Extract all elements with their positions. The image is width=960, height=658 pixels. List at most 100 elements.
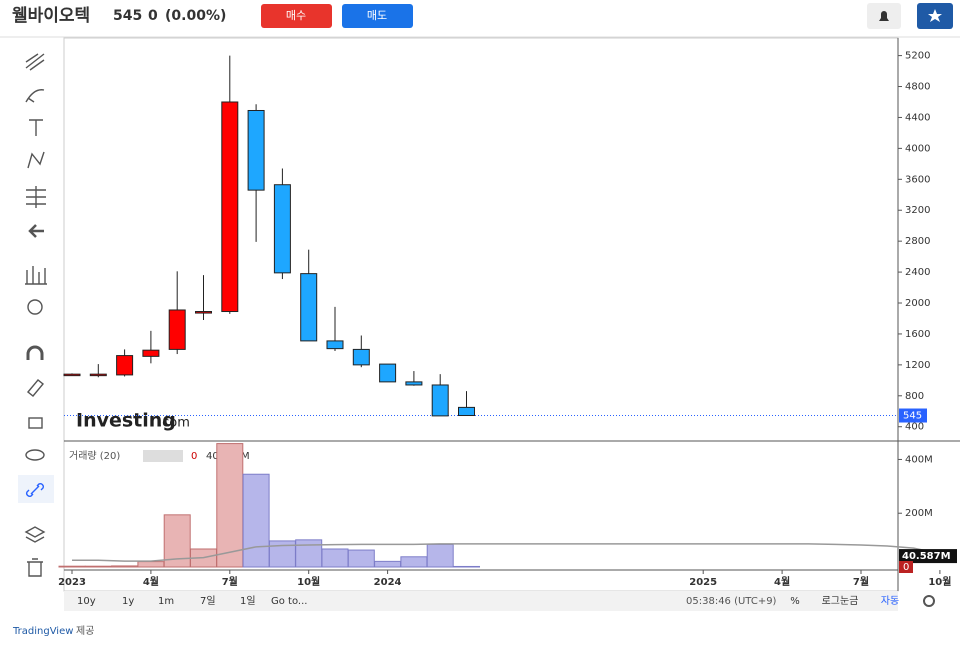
price: 545 [113,8,142,24]
drawing-tools [18,53,54,577]
tool-lines[interactable] [25,53,45,71]
sell-button[interactable] [342,4,413,28]
range-button[interactable]: 1y [122,596,134,607]
volume-bar [58,565,86,568]
volume-bar [242,473,270,568]
legend-icons [143,450,183,462]
tool-link[interactable] [26,483,44,497]
candle-body [168,309,186,350]
y-tick-label: 2400 [905,267,930,278]
tool-layers[interactable] [24,526,46,543]
footer-suffix: 제공 [76,625,94,637]
settings[interactable] [923,595,935,607]
volume-zero-box [899,561,913,573]
volume-bar [295,539,323,568]
clock: 05:38:46 (UTC+9) [686,596,777,607]
tool-eye[interactable] [25,449,45,461]
candle-body [89,373,107,377]
candle-body [352,348,370,366]
change: 0 [148,8,158,24]
tool-back[interactable] [28,224,44,238]
volume-bar [111,565,139,568]
y-tick-label: 3600 [905,174,930,185]
range-button[interactable]: 7일 [200,595,216,607]
pct-toggle[interactable]: % [790,596,800,607]
volume-ma [72,543,941,562]
bottom-bar [64,591,898,611]
sell-label: 매도 [367,9,387,22]
range-button[interactable]: Go to... [271,596,307,607]
tool-magnet[interactable] [26,345,44,360]
volume-bar [321,548,349,568]
volume-last-label: 40.587M [902,551,951,562]
buy-button[interactable] [261,4,332,28]
tool-trash[interactable] [27,558,43,577]
x-tick-label: 2024 [374,577,402,588]
tool-lock-draw[interactable] [27,379,44,397]
candle-body [379,363,397,383]
candle-body [273,184,291,274]
chart-frame [63,37,899,592]
volume-bar [84,565,112,568]
bell-icon [879,11,889,21]
y-tick-label: 2800 [905,236,930,247]
x-tick-label: 10월 [297,576,320,588]
volume-bar [216,443,244,568]
x-tick-label: 4월 [143,576,159,588]
tool-lock[interactable] [28,417,43,429]
tool-fib[interactable] [26,186,46,208]
candle-body [195,311,212,314]
tool-brush[interactable] [25,89,45,103]
x-tick-label: 10월 [928,576,951,588]
x-tick-label: 2025 [689,577,717,588]
volume-last-box [899,549,957,564]
candle-body [63,373,81,377]
volume-zero-label: 0 [903,562,909,573]
tool-zoom[interactable] [27,299,43,315]
candle-body [326,340,344,350]
watermark: Investing [76,410,176,432]
tool-pattern[interactable] [27,151,45,169]
candle-body [247,109,265,191]
y-tick-label: 4400 [905,112,930,123]
range-button[interactable]: 1m [158,596,174,607]
range-button[interactable]: 10y [77,596,96,607]
tool-indicators[interactable] [25,266,47,285]
change-pct: (0.00%) [165,8,226,24]
candle-body [116,355,134,376]
volume-legend: 거래량 (20) [69,450,120,462]
x-tick-label: 2023 [58,577,86,588]
footer-brand: TradingView [12,626,73,637]
y-tick-label: 3200 [905,205,930,216]
last-price-box [899,408,927,423]
log-toggle[interactable]: 로그눈금 [822,595,859,607]
tool-text[interactable] [29,119,43,136]
volume-bar [426,543,454,568]
volume-legend-zero: 0 [191,451,197,462]
x-tick-label: 7월 [222,576,238,588]
x-tick-label: 7월 [853,576,869,588]
y-tick-label: 1200 [905,360,930,371]
y-tick-label: 5200 [905,51,930,62]
volume-bar [347,549,375,568]
last-price-label: 545 [903,411,922,422]
y-tick-label: 4800 [905,82,930,93]
auto-toggle[interactable]: 자동 [881,595,899,607]
range-button[interactable]: 1일 [240,595,256,607]
candle-body [431,384,449,417]
y-tick-label: 1600 [905,329,930,340]
header-bg [0,0,960,36]
candle-body [300,273,318,342]
watermark-com: .com [158,416,190,431]
volume-bar [137,561,165,568]
volume-bar [374,560,402,568]
volume-bar [400,556,428,568]
star-icon [928,9,942,22]
y-tick-label: 4000 [905,143,930,154]
volume-tick-label: 200M [905,508,933,519]
candle-body [142,349,160,357]
y-tick-label: 800 [905,391,924,402]
x-tick-label: 4월 [774,576,790,588]
